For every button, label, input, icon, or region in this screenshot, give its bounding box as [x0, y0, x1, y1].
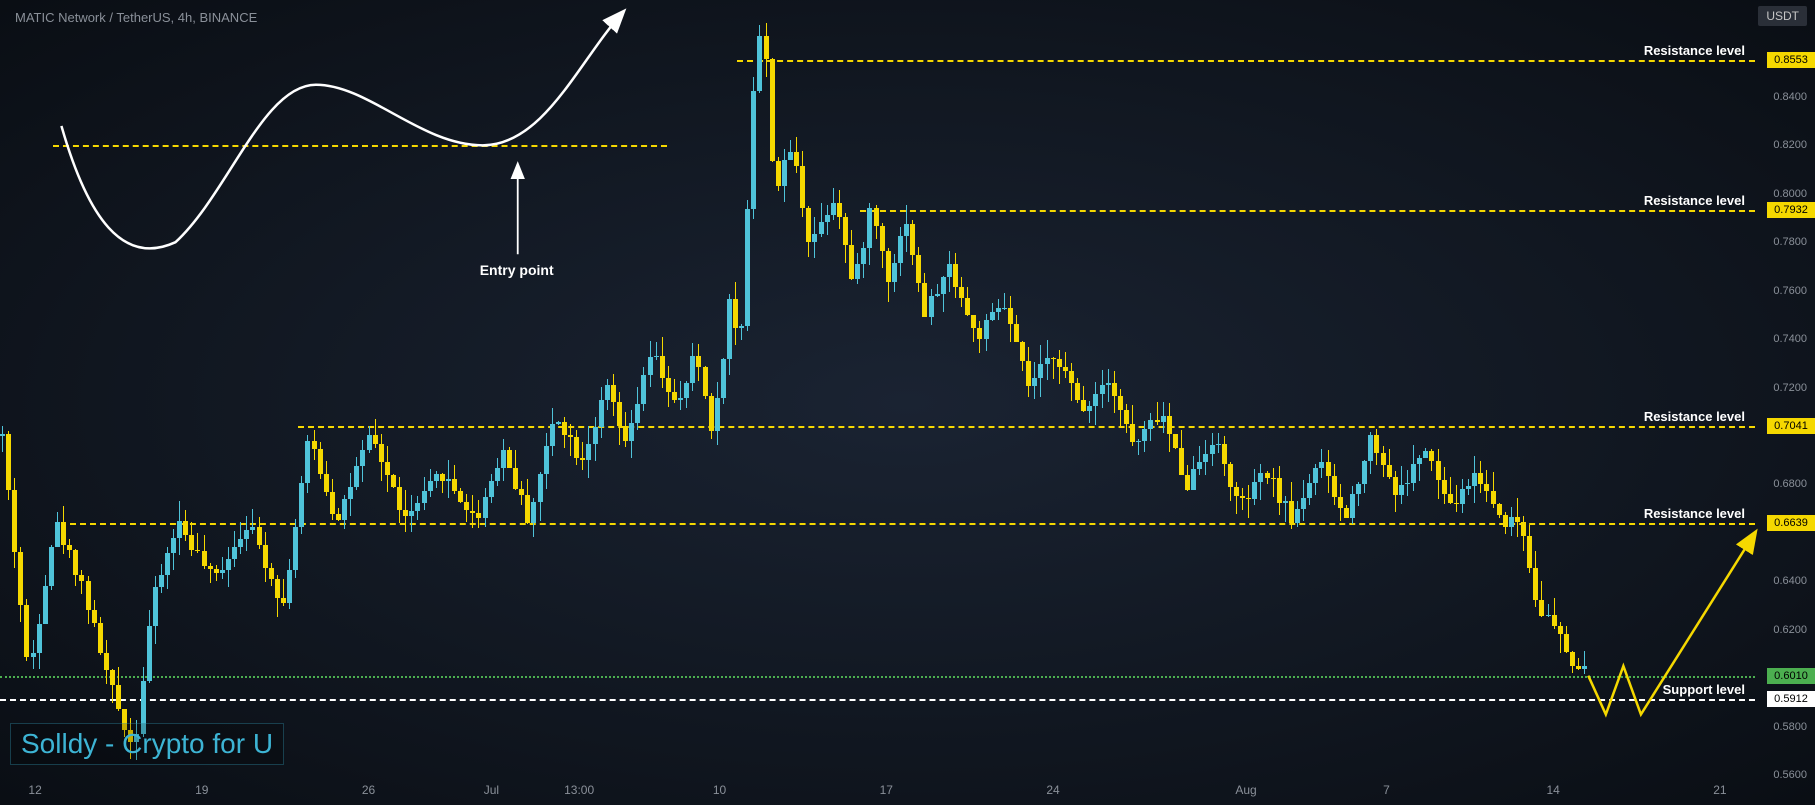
- level-label: Resistance level: [1644, 409, 1745, 424]
- y-tick: 0.7600: [1773, 285, 1807, 297]
- horizontal-level-line: [860, 210, 1755, 212]
- x-tick: 13:00: [564, 783, 594, 797]
- y-tick: 0.7200: [1773, 382, 1807, 394]
- y-axis: 0.56000.58000.62000.64000.68000.72000.74…: [1755, 0, 1815, 775]
- y-tick: 0.8400: [1773, 91, 1807, 103]
- price-label: 0.6639: [1767, 515, 1815, 531]
- y-tick: 0.5800: [1773, 721, 1807, 733]
- schematic-level-line: [53, 145, 667, 147]
- level-label: Resistance level: [1644, 193, 1745, 208]
- horizontal-level-line: [737, 60, 1755, 62]
- y-tick: 0.6400: [1773, 575, 1807, 587]
- x-tick: 12: [28, 783, 41, 797]
- x-tick: 14: [1546, 783, 1559, 797]
- y-tick: 0.7400: [1773, 333, 1807, 345]
- x-tick: 10: [713, 783, 726, 797]
- level-label: Support level: [1663, 682, 1745, 697]
- price-label: 0.6010: [1767, 668, 1815, 684]
- horizontal-level-line: [0, 699, 1755, 701]
- price-label: 0.7932: [1767, 202, 1815, 218]
- price-label: 0.8553: [1767, 52, 1815, 68]
- horizontal-level-line: [298, 426, 1755, 428]
- entry-point-label: Entry point: [480, 262, 554, 278]
- level-label: Resistance level: [1644, 506, 1745, 521]
- x-tick: 26: [362, 783, 375, 797]
- x-tick: 19: [195, 783, 208, 797]
- x-axis: 12 19 26 Jul 13:00 10 17 24 Aug 7 14 21: [0, 775, 1755, 805]
- x-tick: 24: [1046, 783, 1059, 797]
- x-tick: 17: [880, 783, 893, 797]
- x-tick: Aug: [1235, 783, 1256, 797]
- x-tick: 21: [1713, 783, 1726, 797]
- chart-container: MATIC Network / TetherUS, 4h, BINANCE US…: [0, 0, 1815, 805]
- watermark: Solldy - Crypto for U: [10, 723, 284, 765]
- y-tick: 0.5600: [1773, 769, 1807, 781]
- price-label: 0.5912: [1767, 691, 1815, 707]
- y-tick: 0.8200: [1773, 139, 1807, 151]
- x-tick: 7: [1383, 783, 1390, 797]
- horizontal-level-line: [0, 676, 1755, 678]
- y-tick: 0.8000: [1773, 188, 1807, 200]
- y-tick: 0.6200: [1773, 624, 1807, 636]
- y-tick: 0.7800: [1773, 236, 1807, 248]
- price-label: 0.7041: [1767, 418, 1815, 434]
- level-label: Resistance level: [1644, 43, 1745, 58]
- x-tick: Jul: [484, 783, 499, 797]
- y-tick: 0.6800: [1773, 478, 1807, 490]
- plot-area[interactable]: [0, 0, 1755, 775]
